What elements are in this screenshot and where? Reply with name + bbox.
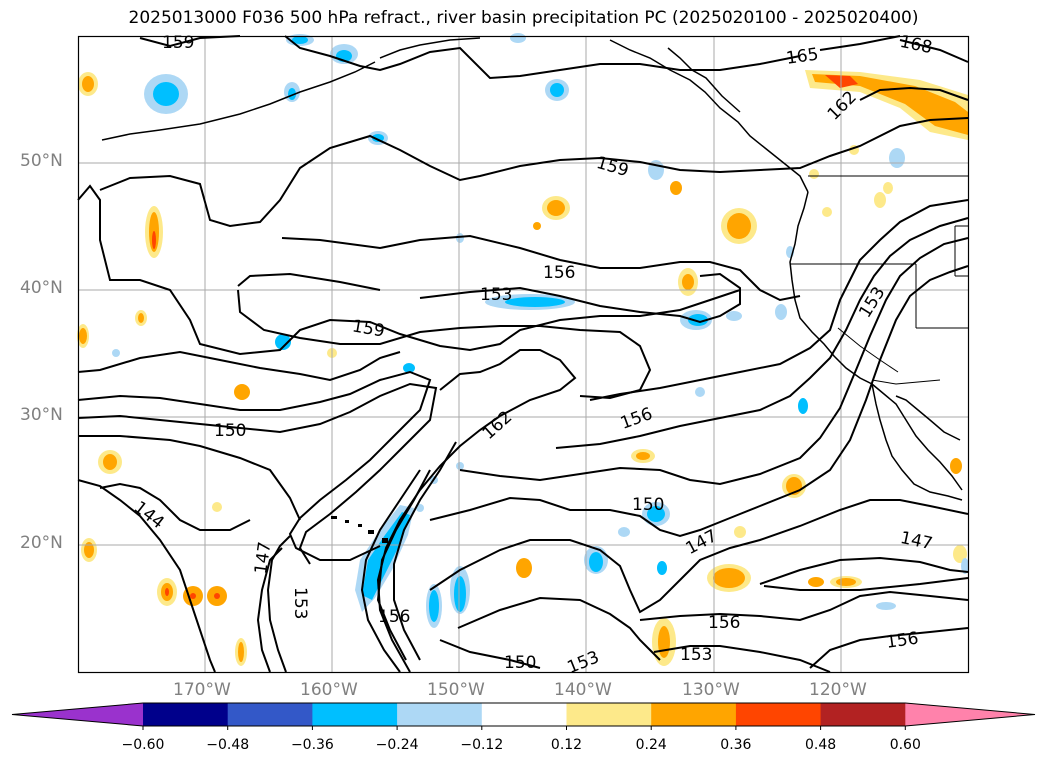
colorbar-tick-label: 0.60 — [889, 737, 921, 753]
contour-label: 150 — [504, 653, 536, 673]
lat-label: 40°N — [20, 278, 63, 298]
contour-label: 150 — [632, 495, 664, 515]
contour-label: 153 — [565, 647, 603, 678]
contour-label: 153 — [290, 587, 310, 619]
lon-label: 150°W — [427, 680, 485, 700]
contour-label: 156 — [708, 613, 740, 633]
coastlines — [101, 37, 963, 501]
contour-label: 147 — [898, 528, 934, 554]
colorbar-tick-label: −0.36 — [290, 737, 334, 753]
colorbar-tick-label: 0.24 — [635, 737, 667, 753]
colorbar-tick-label: −0.12 — [460, 737, 504, 753]
colorbar-bin — [143, 703, 229, 726]
contour-label: 156 — [618, 404, 655, 434]
contour-label: 159 — [351, 316, 386, 341]
contour-label: 165 — [785, 45, 820, 69]
colorbar-tick-label: −0.48 — [206, 737, 250, 753]
graticule — [78, 36, 968, 672]
colorbar-bin — [312, 703, 398, 726]
colorbar-tick-label: −0.60 — [121, 737, 165, 753]
hawaii-islands — [331, 516, 388, 543]
lon-label: 140°W — [554, 680, 612, 700]
lon-label: 170°W — [173, 680, 231, 700]
lon-label: 130°W — [682, 680, 740, 700]
colorbar-tick-label: 0.12 — [550, 737, 583, 753]
contour-label: 156 — [885, 629, 920, 653]
colorbar-bin — [397, 703, 483, 726]
contour-label: 159 — [162, 33, 194, 53]
map-frame — [77, 35, 970, 674]
contour-label: 150 — [214, 421, 246, 441]
colorbar-tick-label: 0.36 — [720, 737, 752, 753]
contour-label: 162 — [824, 87, 861, 124]
colorbar-extend-high — [905, 703, 1035, 726]
colorbar-extend-low — [12, 703, 143, 726]
colorbar-tick-label: −0.24 — [375, 737, 419, 753]
contour-label: 153 — [480, 285, 512, 305]
lat-label: 50°N — [20, 151, 63, 171]
contour-label: 153 — [680, 645, 712, 665]
contour-label: 156 — [543, 263, 575, 283]
map-title: 2025013000 F036 500 hPa refract., river … — [128, 8, 919, 28]
colorbar-bin — [651, 703, 737, 726]
state-borders — [790, 175, 968, 385]
contour-label: 162 — [479, 407, 517, 444]
colorbar-bin — [735, 703, 822, 726]
colorbar-bin — [481, 703, 567, 726]
colorbar — [11, 702, 1036, 730]
contour-label: 159 — [594, 153, 631, 181]
refractivity-contours — [77, 35, 969, 673]
lat-label: 20°N — [20, 533, 63, 553]
colorbar-bin — [820, 703, 906, 726]
colorbar-tick-label: 0.48 — [805, 737, 837, 753]
colorbar-bin — [227, 703, 313, 726]
contour-label: 156 — [378, 607, 410, 627]
lon-label: 120°W — [809, 680, 867, 700]
colorbar-bin — [566, 703, 652, 726]
lon-label: 160°W — [300, 680, 358, 700]
contour-label: 168 — [898, 32, 934, 58]
lat-label: 30°N — [20, 405, 63, 425]
contour-label: 147 — [251, 540, 275, 575]
